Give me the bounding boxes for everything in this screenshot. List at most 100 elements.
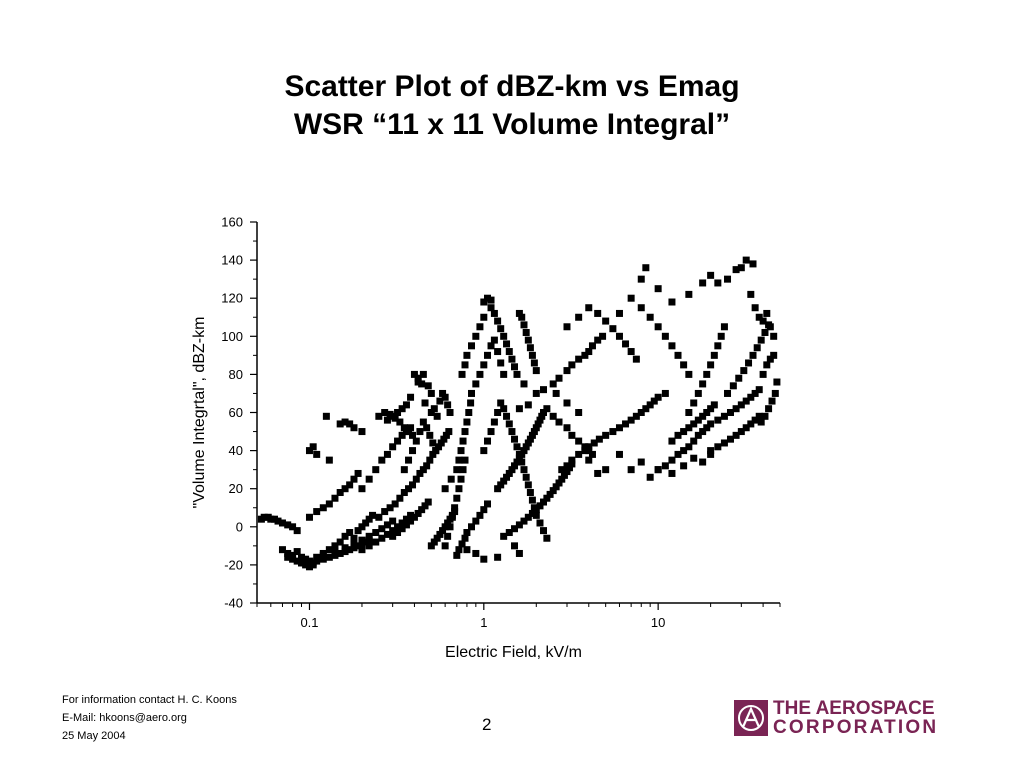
data-point: [325, 456, 333, 464]
data-point: [427, 389, 435, 397]
data-point: [732, 266, 740, 274]
data-point: [511, 462, 519, 470]
data-point: [336, 538, 344, 546]
data-point: [707, 405, 715, 413]
data-point: [755, 412, 763, 420]
data-point: [770, 332, 778, 340]
data-point: [503, 412, 511, 420]
data-point: [563, 367, 571, 375]
data-point: [594, 469, 602, 477]
data-point: [325, 500, 333, 508]
data-point: [427, 409, 435, 416]
data-point: [757, 336, 765, 344]
data-point: [441, 542, 449, 550]
data-point: [642, 264, 650, 272]
data-point: [661, 332, 669, 340]
data-point: [575, 313, 583, 321]
data-point: [549, 380, 557, 388]
data-point: [524, 481, 532, 489]
y-tick-label: 140: [221, 253, 243, 268]
logo-line2: CORPORATION: [773, 717, 939, 738]
data-point: [437, 439, 445, 447]
data-point: [763, 361, 771, 369]
data-point: [568, 431, 576, 439]
data-point: [755, 313, 763, 321]
data-point: [524, 401, 532, 409]
data-point: [543, 405, 551, 413]
data-point: [463, 351, 471, 359]
data-point: [575, 355, 583, 363]
data-point: [289, 555, 297, 563]
slide-title: Scatter Plot of dBZ-km vs Emag WSR “11 x…: [0, 68, 1024, 144]
slide-title-line2: WSR “11 x 11 Volume Integral”: [293, 108, 731, 141]
data-point: [461, 456, 469, 464]
y-tick-label: 60: [229, 405, 243, 420]
data-point: [668, 342, 676, 350]
data-point: [289, 523, 297, 531]
data-point: [391, 500, 399, 508]
data-point: [461, 428, 469, 436]
data-point: [305, 557, 313, 565]
data-point: [346, 481, 354, 489]
x-tick-label: 0.1: [300, 615, 318, 630]
data-point: [703, 370, 711, 378]
data-point: [563, 399, 571, 407]
data-point: [568, 361, 576, 369]
data-point: [632, 355, 640, 363]
data-point: [405, 485, 413, 493]
data-point: [757, 418, 765, 426]
data-point: [532, 367, 540, 375]
data-point: [423, 462, 431, 470]
data-point: [568, 456, 576, 464]
data-point: [555, 479, 563, 487]
data-point: [331, 542, 339, 550]
data-point: [699, 458, 707, 466]
data-point: [511, 435, 519, 443]
data-point: [602, 431, 610, 439]
data-point: [274, 517, 282, 525]
data-point: [341, 418, 349, 426]
data-point: [699, 279, 707, 287]
data-point: [461, 534, 469, 542]
data-point: [637, 304, 645, 312]
data-point: [680, 462, 688, 470]
data-point: [319, 504, 327, 512]
data-point: [642, 405, 650, 413]
data-point: [389, 443, 397, 451]
data-point: [407, 424, 415, 432]
data-point: [773, 378, 781, 386]
data-point: [588, 450, 596, 458]
data-point: [674, 450, 682, 458]
data-point: [427, 542, 435, 550]
data-point: [505, 529, 513, 537]
data-point: [538, 412, 546, 420]
data-point: [505, 469, 513, 477]
data-point: [759, 317, 767, 325]
data-point: [761, 412, 769, 420]
data-point: [555, 374, 563, 382]
data-point: [407, 517, 415, 525]
data-point: [372, 466, 380, 474]
data-point: [365, 536, 373, 544]
data-point: [362, 538, 370, 546]
data-point: [724, 389, 732, 397]
data-point: [433, 412, 441, 420]
data-point: [524, 439, 532, 447]
data-point: [500, 332, 508, 340]
data-point: [426, 456, 434, 464]
data-point: [528, 496, 536, 504]
data-point: [378, 534, 386, 542]
data-point: [724, 275, 732, 283]
data-point: [293, 557, 301, 565]
data-point: [396, 418, 404, 426]
data-point: [528, 431, 536, 439]
data-point: [627, 416, 635, 424]
data-point: [563, 323, 571, 331]
data-point: [484, 500, 492, 508]
data-point: [383, 450, 391, 458]
data-point: [494, 409, 502, 416]
logo-mark-icon: [734, 700, 768, 736]
data-point: [451, 508, 459, 516]
data-point: [319, 555, 327, 563]
data-point: [341, 532, 349, 540]
